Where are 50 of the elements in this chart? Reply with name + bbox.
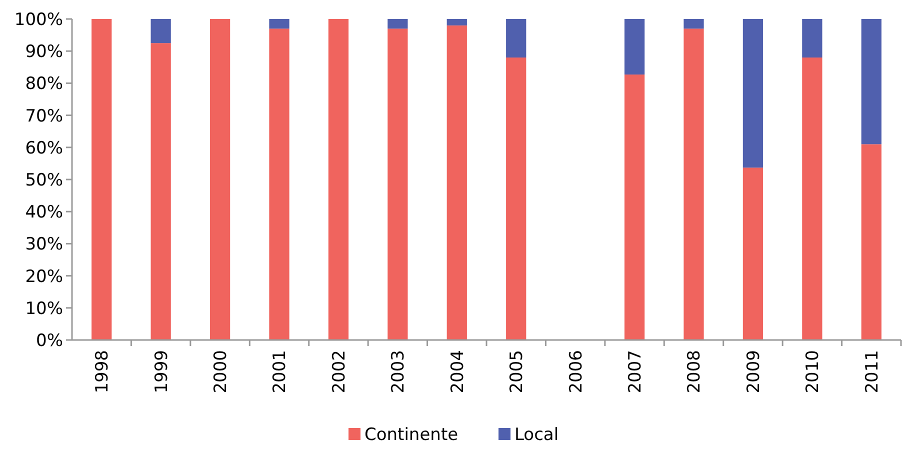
legend-label: Continente — [364, 424, 458, 445]
bar — [624, 74, 645, 340]
bar — [802, 19, 822, 58]
y-tick-label: 50% — [25, 170, 63, 190]
y-tick-label: 60% — [25, 138, 63, 158]
y-tick-label: 0% — [36, 330, 63, 351]
bar — [684, 19, 704, 29]
y-tick-label: 10% — [25, 298, 63, 319]
x-tick-label: 1999 — [152, 350, 172, 394]
bar — [269, 19, 290, 29]
x-tick-label: 2007 — [625, 350, 646, 394]
x-tick-label: 2001 — [270, 350, 290, 394]
y-tick-label: 70% — [25, 106, 63, 126]
x-tick-label: 2009 — [744, 350, 764, 394]
x-tick-label: 2010 — [803, 350, 824, 394]
bar — [861, 19, 882, 144]
bar — [210, 19, 230, 340]
bar — [92, 19, 112, 340]
bar — [624, 19, 645, 75]
bar — [446, 19, 467, 26]
bar — [150, 19, 171, 44]
bar — [506, 19, 526, 58]
x-tick-label: 2011 — [862, 350, 882, 394]
x-tick-label: 2008 — [684, 350, 705, 394]
legend-label: Local — [514, 424, 559, 445]
y-tick-label: 100% — [14, 10, 63, 30]
x-tick-label: 2000 — [210, 350, 231, 394]
bar — [802, 58, 822, 340]
bar — [328, 19, 349, 340]
bar — [446, 25, 467, 340]
y-tick-label: 90% — [25, 42, 63, 62]
bar — [742, 19, 764, 168]
x-tick-label: 1998 — [92, 350, 113, 394]
x-tick-label: 2003 — [388, 350, 409, 394]
x-tick-label: 2005 — [507, 350, 528, 394]
bar — [150, 43, 171, 340]
bar — [742, 168, 764, 340]
x-tick-label: 2002 — [329, 350, 350, 394]
y-tick-label: 20% — [25, 266, 63, 287]
bar — [388, 19, 408, 29]
y-tick-label: 80% — [25, 74, 63, 94]
bar — [506, 58, 526, 340]
y-tick-label: 30% — [25, 234, 63, 255]
bar — [684, 28, 704, 340]
x-tick-label: 2006 — [566, 350, 586, 394]
bar — [388, 28, 408, 340]
bar — [861, 144, 882, 340]
bar — [269, 28, 290, 340]
x-tick-label: 2004 — [448, 350, 468, 394]
y-tick-label: 40% — [25, 202, 63, 223]
